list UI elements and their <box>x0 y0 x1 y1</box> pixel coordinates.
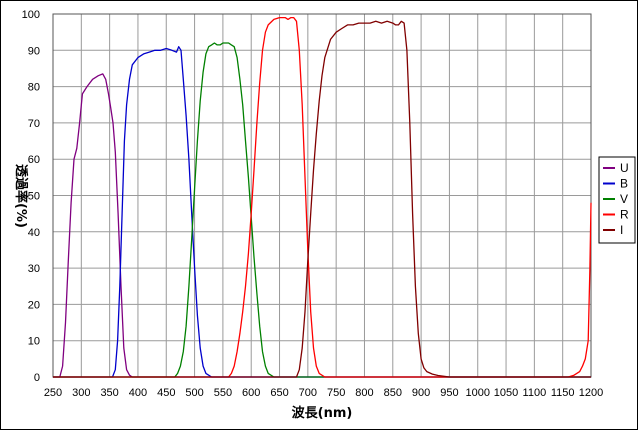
y-tick-label: 20 <box>28 299 40 311</box>
x-tick-label: 850 <box>384 387 402 399</box>
x-tick-label: 700 <box>299 387 317 399</box>
y-tick-label: 40 <box>28 227 40 239</box>
series-line-R <box>53 16 592 378</box>
x-tick-label: 1000 <box>465 387 489 399</box>
x-tick-labels: 250 300 350 400 450 500 550 600 650 700 750 800 850 9… <box>44 387 603 399</box>
series-line-I <box>53 20 591 378</box>
x-tick-label: 300 <box>72 387 90 399</box>
y-tick-label: 100 <box>22 9 40 21</box>
x-tick-label: 950 <box>440 387 458 399</box>
x-tick-label: 350 <box>100 387 118 399</box>
x-tick-label: 800 <box>355 387 373 399</box>
x-tick-label: 650 <box>270 387 288 399</box>
x-tick-label: 1200 <box>579 387 603 399</box>
y-tick-label: 10 <box>28 336 40 348</box>
series-line-U <box>53 73 591 378</box>
legend-label-R: R <box>620 208 629 222</box>
legend-label-V: V <box>620 192 628 206</box>
y-tick-labels: 0 10 20 30 40 50 60 70 80 90 100 <box>22 9 40 384</box>
y-tick-label: 60 <box>28 154 40 166</box>
x-axis-title: 波長(nm) <box>292 405 353 421</box>
x-tick-label: 500 <box>185 387 203 399</box>
x-tick-label: 1150 <box>551 387 575 399</box>
legend-label-U: U <box>620 161 629 175</box>
series-layer <box>53 16 592 378</box>
legend-label-I: I <box>620 223 623 237</box>
x-tick-label: 1050 <box>494 387 518 399</box>
y-tick-label: 50 <box>28 191 40 203</box>
x-tick-label: 750 <box>327 387 345 399</box>
legend-label-B: B <box>620 177 628 191</box>
x-tick-label: 600 <box>242 387 260 399</box>
y-tick-label: 70 <box>28 118 40 130</box>
x-tick-label: 900 <box>412 387 430 399</box>
y-tick-label: 30 <box>28 263 40 275</box>
series-line-B <box>53 46 591 378</box>
grid-layer <box>52 13 592 378</box>
x-tick-label: 250 <box>44 387 62 399</box>
y-axis-title: 透過率(%) <box>13 164 29 228</box>
x-tick-label: 1100 <box>523 387 547 399</box>
y-tick-label: 0 <box>34 372 40 384</box>
x-tick-label: 450 <box>157 387 175 399</box>
x-tick-label: 400 <box>129 387 147 399</box>
y-tick-label: 90 <box>28 45 40 57</box>
series-line-V <box>53 42 591 378</box>
y-tick-label: 80 <box>28 82 40 94</box>
x-tick-label: 550 <box>214 387 232 399</box>
